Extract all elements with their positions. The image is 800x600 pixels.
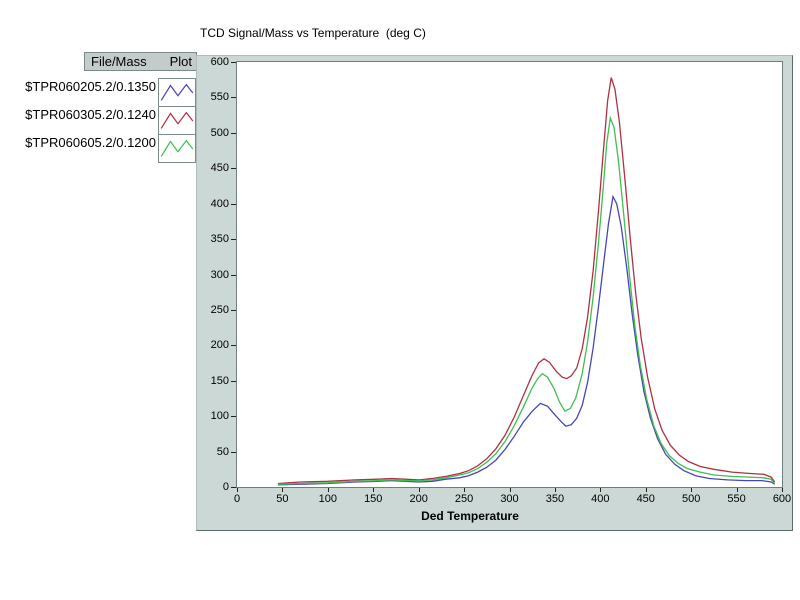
- legend-row: $TPR060605.2/0.1200: [0, 134, 196, 163]
- y-tick-label: 200: [210, 339, 229, 352]
- y-tick-label: 150: [210, 374, 229, 387]
- x-tick-label: 450: [636, 493, 655, 505]
- x-tick-mark: [373, 488, 375, 492]
- legend-label: $TPR060305.2/0.1240: [25, 107, 156, 122]
- y-tick-mark: [231, 380, 236, 382]
- x-tick-label: 50: [276, 493, 289, 505]
- plot-legend: $TPR060205.2/0.1350 $TPR060305.2/0.1240 …: [0, 78, 196, 163]
- y-tick-mark: [231, 203, 236, 205]
- y-tick-mark: [231, 451, 236, 453]
- legend-header-file-mass: File/Mass: [91, 54, 147, 69]
- legend-label: $TPR060605.2/0.1200: [25, 135, 156, 150]
- y-tick-label: 550: [210, 91, 229, 104]
- y-tick-mark: [231, 416, 236, 418]
- y-tick-label: 100: [210, 410, 229, 423]
- zigzag-plot-icon: [160, 139, 194, 157]
- y-tick-label: 250: [210, 303, 229, 316]
- x-tick-label: 0: [233, 493, 241, 505]
- x-tick-label: 100: [318, 493, 337, 505]
- zigzag-plot-icon: [160, 83, 194, 101]
- x-tick-mark: [782, 488, 783, 492]
- curves-canvas: [277, 77, 776, 486]
- y-tick-mark: [231, 274, 236, 276]
- x-tick-label: 500: [681, 493, 701, 505]
- y-tick-mark: [231, 345, 236, 347]
- legend-row: $TPR060305.2/0.1240: [0, 106, 196, 135]
- x-tick-mark: [327, 488, 329, 492]
- legend-header: File/Mass Plot: [84, 52, 197, 71]
- y-tick-label: 600: [210, 56, 229, 68]
- x-tick-mark: [509, 488, 511, 492]
- zigzag-plot-icon: [160, 111, 194, 129]
- plot-style-button-3[interactable]: [158, 134, 196, 163]
- y-tick-label: 400: [210, 197, 229, 210]
- x-tick-label: 400: [591, 493, 610, 505]
- x-tick-mark: [600, 488, 602, 492]
- plot-style-button-1[interactable]: [158, 78, 196, 107]
- legend-row: $TPR060205.2/0.1350: [0, 78, 196, 107]
- y-tick-mark: [231, 309, 236, 311]
- y-tick-mark: [231, 132, 236, 134]
- x-tick-mark: [691, 488, 693, 492]
- curve-series-1: [277, 194, 776, 486]
- y-tick-mark: [231, 487, 236, 488]
- y-tick-mark: [231, 239, 236, 241]
- y-tick-label: 300: [210, 268, 229, 281]
- x-tick-mark: [554, 488, 556, 492]
- x-tick-mark: [736, 488, 738, 492]
- x-tick-label: 300: [500, 493, 519, 505]
- y-tick-mark: [231, 168, 236, 170]
- legend-header-plot: Plot: [169, 54, 192, 69]
- x-tick-label: 350: [545, 493, 565, 505]
- curve-series-3: [277, 115, 776, 485]
- x-tick-mark: [418, 488, 420, 492]
- chart-title: TCD Signal/Mass vs Temperature (deg C): [200, 26, 426, 40]
- y-tick-label: 50: [216, 445, 229, 458]
- plot-style-button-2[interactable]: [158, 106, 196, 135]
- curve-series-2: [277, 77, 776, 485]
- plot-area: [236, 61, 783, 488]
- y-tick-mark: [231, 62, 236, 63]
- x-tick-label: 150: [364, 493, 383, 505]
- y-tick-label: 0: [222, 481, 229, 493]
- x-tick-label: 550: [727, 493, 746, 505]
- y-tick-label: 500: [210, 126, 229, 139]
- y-tick-label: 350: [210, 233, 229, 246]
- x-tick-mark: [237, 488, 238, 492]
- x-axis-label: Ded Temperature: [421, 509, 519, 523]
- x-tick-label: 200: [409, 493, 428, 505]
- x-tick-mark: [282, 488, 284, 492]
- y-tick-label: 450: [210, 162, 229, 175]
- x-tick-mark: [645, 488, 647, 492]
- y-tick-mark: [231, 97, 236, 99]
- x-tick-label: 600: [772, 493, 792, 505]
- x-tick-label: 250: [454, 493, 474, 505]
- legend-label: $TPR060205.2/0.1350: [25, 79, 156, 94]
- x-tick-mark: [464, 488, 466, 492]
